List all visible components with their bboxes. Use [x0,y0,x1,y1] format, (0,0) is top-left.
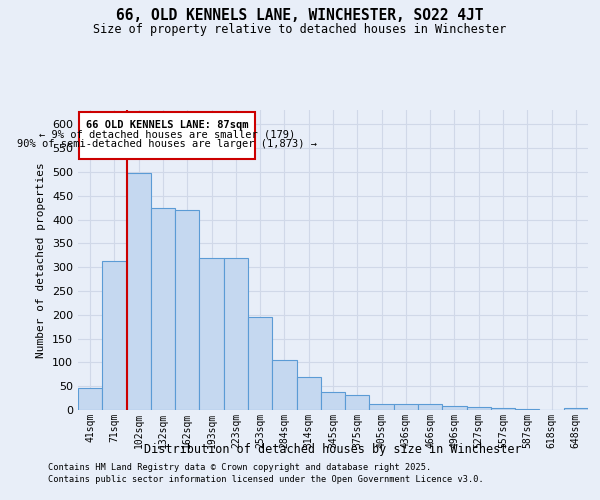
Bar [224,258,248,410]
Text: 66 OLD KENNELS LANE: 87sqm: 66 OLD KENNELS LANE: 87sqm [86,120,248,130]
Bar [296,376,321,410]
Bar [127,174,151,410]
Bar [564,408,588,410]
Bar [467,407,491,410]
Bar [175,210,199,410]
Bar [394,404,418,410]
FancyBboxPatch shape [79,112,255,159]
Bar [491,408,515,410]
Bar [370,404,394,410]
Text: Size of property relative to detached houses in Winchester: Size of property relative to detached ho… [94,22,506,36]
Text: Contains public sector information licensed under the Open Government Licence v3: Contains public sector information licen… [48,475,484,484]
Bar [345,395,370,410]
Y-axis label: Number of detached properties: Number of detached properties [37,162,46,358]
Text: 66, OLD KENNELS LANE, WINCHESTER, SO22 4JT: 66, OLD KENNELS LANE, WINCHESTER, SO22 4… [116,8,484,22]
Bar [78,388,102,410]
Bar [442,406,467,410]
Bar [272,360,296,410]
Text: 90% of semi-detached houses are larger (1,873) →: 90% of semi-detached houses are larger (… [17,138,317,148]
Text: Contains HM Land Registry data © Crown copyright and database right 2025.: Contains HM Land Registry data © Crown c… [48,464,431,472]
Bar [102,261,127,410]
Text: ← 9% of detached houses are smaller (179): ← 9% of detached houses are smaller (179… [39,129,295,139]
Bar [199,258,224,410]
Bar [248,317,272,410]
Bar [151,208,175,410]
Bar [515,408,539,410]
Text: Distribution of detached houses by size in Winchester: Distribution of detached houses by size … [144,442,522,456]
Bar [321,392,345,410]
Bar [418,404,442,410]
